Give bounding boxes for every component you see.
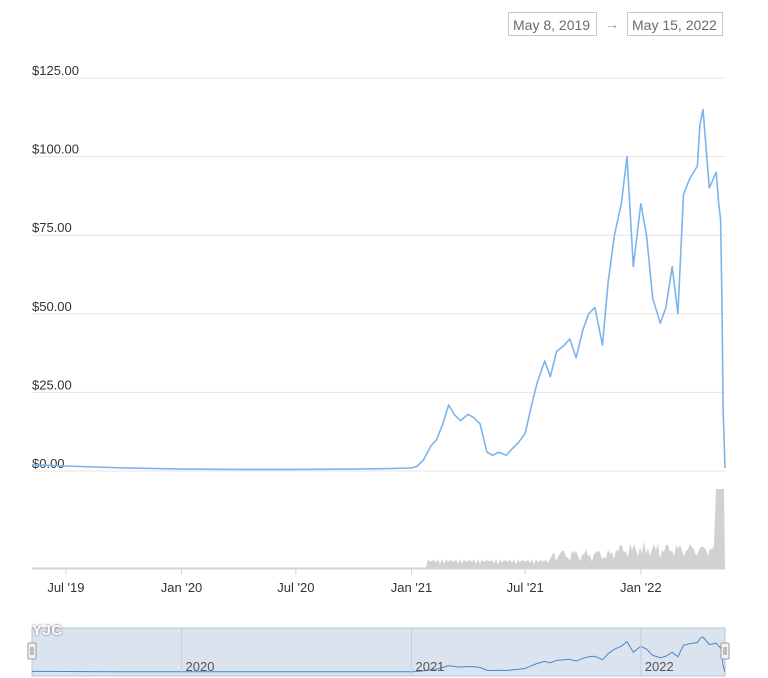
y-tick-label: $0.00 [32, 456, 65, 471]
watermark-text: YJC [32, 622, 63, 639]
y-tick-label: $25.00 [32, 377, 72, 392]
x-tick-label: Jul '19 [47, 580, 84, 595]
x-tick-label: Jul '21 [507, 580, 544, 595]
start-date-input[interactable]: May 8, 2019 [508, 12, 597, 36]
x-tick-label: Jul '20 [277, 580, 314, 595]
navigator-year-label: 2022 [645, 659, 674, 674]
navigator-year-label: 2020 [186, 659, 215, 674]
x-tick-label: Jan '22 [620, 580, 662, 595]
x-tick-label: Jan '20 [161, 580, 203, 595]
navigator-window [31, 627, 726, 677]
y-tick-label: $75.00 [32, 220, 72, 235]
navigator-right-handle[interactable] [720, 642, 730, 660]
navigator-series-line [31, 636, 726, 673]
navigator-left-handle[interactable] [27, 642, 37, 660]
x-tick-label: Jan '21 [391, 580, 433, 595]
price-series-line [31, 108, 726, 471]
y-tick-label: $100.00 [32, 142, 79, 157]
y-tick-label: $125.00 [32, 63, 79, 78]
range-arrow-icon: → [605, 16, 619, 32]
watermark-logo: YJC [32, 622, 63, 639]
end-date-input[interactable]: May 15, 2022 [627, 12, 723, 36]
volume-area [32, 489, 725, 569]
navigator-year-label: 2021 [415, 659, 444, 674]
y-tick-label: $50.00 [32, 299, 72, 314]
